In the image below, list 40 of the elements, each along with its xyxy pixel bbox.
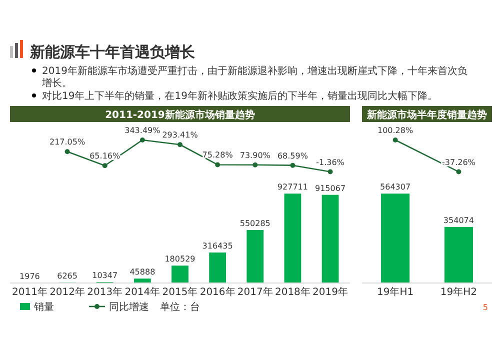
- x-tick-label: 2014年: [124, 286, 160, 298]
- legend-label: 销量: [33, 302, 54, 313]
- data-label: 915067: [315, 184, 346, 193]
- x-tick-label: 2016年: [200, 286, 236, 298]
- data-label: 343.49%: [124, 126, 161, 135]
- data-label: 45888: [130, 268, 156, 277]
- data-label: 75.28%: [202, 150, 234, 160]
- data-label: 6265: [57, 271, 78, 280]
- text: 新能源车十年首遇负增长: [29, 43, 196, 61]
- x-tick-label: 2012年: [50, 286, 86, 298]
- data-label: -37.26%: [442, 158, 476, 167]
- data-label: 68.59%: [277, 151, 308, 160]
- data-label: 354074: [443, 216, 474, 225]
- text: 单位：台: [160, 301, 200, 313]
- text: 5: [482, 303, 488, 312]
- data-label: 217.05%: [49, 138, 86, 147]
- x-tick-label: 2015年: [162, 286, 198, 298]
- data-label: 927711: [277, 182, 308, 192]
- x-tick-label: 2017年: [237, 286, 273, 298]
- x-tick-label: 19年H2: [440, 286, 478, 298]
- data-label: 1976: [20, 272, 40, 281]
- text: 对比19年上下半年的销量，在19年新补贴政策实施后的下半年，销量出现同比大幅下降。: [42, 90, 438, 102]
- x-tick-label: 2018年: [274, 286, 310, 298]
- data-label: -1.36%: [316, 158, 345, 167]
- x-tick-label: 2019年: [312, 286, 348, 298]
- data-label: 10347: [92, 271, 118, 280]
- data-label: 316435: [202, 242, 233, 251]
- text: 2019年新能源车市场遭受严重打击，由于新能源退补影响，增速出现断崖式下降，十年来首次负增长。: [41, 65, 468, 89]
- chart-title: 2011-2019新能源市场销量趋势: [105, 109, 255, 121]
- x-tick-label: 2011年: [12, 286, 48, 298]
- data-label: 564307: [380, 182, 411, 192]
- chart-title: 新能源市场半年度销量趋势: [366, 109, 487, 121]
- data-label: 100.28%: [377, 126, 414, 135]
- data-label: 293.41%: [162, 130, 198, 140]
- data-label: 550285: [240, 218, 270, 228]
- data-label: 73.90%: [240, 150, 271, 160]
- x-tick-label: 2013年: [87, 286, 123, 298]
- x-tick-label: 19年H1: [376, 286, 414, 298]
- data-label: 180529: [164, 254, 196, 264]
- legend-label: 同比增速: [109, 301, 149, 313]
